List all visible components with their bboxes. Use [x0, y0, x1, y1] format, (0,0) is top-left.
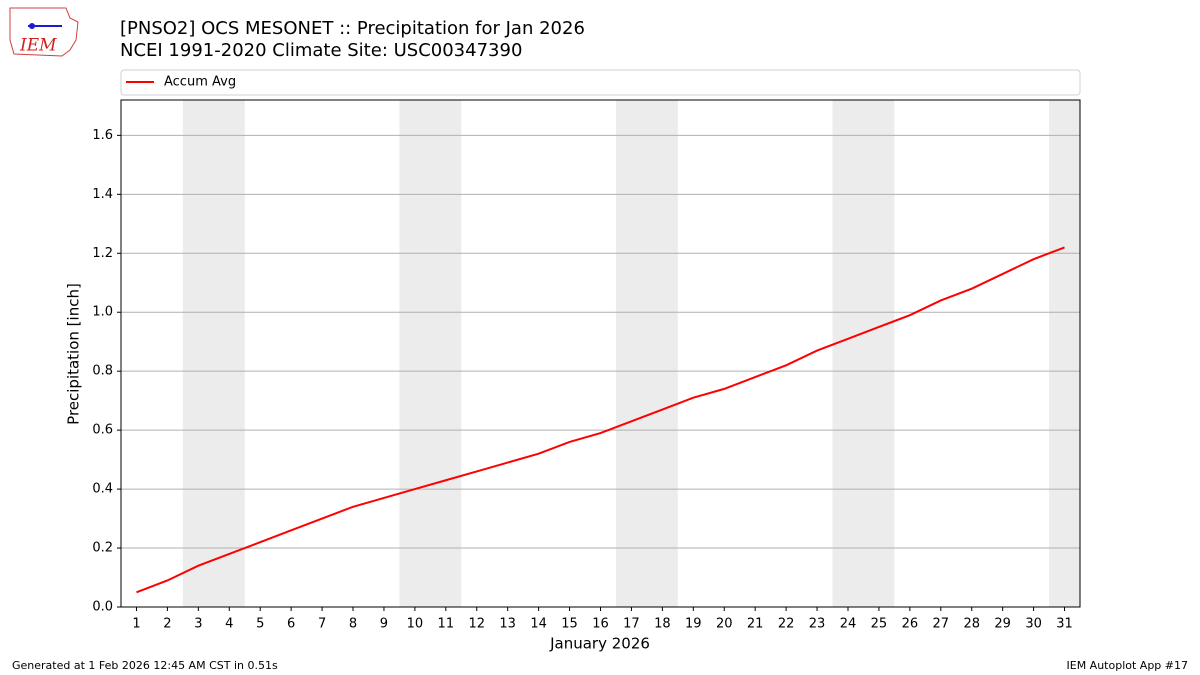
- x-tick-label: 4: [225, 617, 233, 632]
- y-tick-label: 1.6: [92, 128, 113, 143]
- weekend-shade: [832, 100, 895, 607]
- y-tick-label: 0.8: [92, 364, 113, 379]
- x-tick-label: 29: [994, 617, 1011, 632]
- x-tick-label: 1: [132, 617, 140, 632]
- x-tick-label: 23: [809, 617, 826, 632]
- x-tick-label: 27: [933, 617, 950, 632]
- x-tick-label: 18: [654, 617, 671, 632]
- x-tick-label: 17: [623, 617, 640, 632]
- x-tick-label: 11: [438, 617, 455, 632]
- weekend-shade: [615, 100, 678, 607]
- x-tick-label: 12: [468, 617, 485, 632]
- y-tick-label: 0.4: [92, 482, 113, 497]
- x-tick-label: 24: [840, 617, 857, 632]
- x-tick-label: 21: [747, 617, 764, 632]
- x-tick-label: 20: [716, 617, 733, 632]
- x-tick-label: 7: [318, 617, 326, 632]
- footer-right: IEM Autoplot App #17: [1067, 659, 1189, 672]
- weekend-shade: [1049, 100, 1080, 607]
- x-tick-label: 8: [349, 617, 357, 632]
- x-tick-label: 26: [902, 617, 919, 632]
- x-tick-label: 2: [163, 617, 171, 632]
- x-tick-label: 25: [871, 617, 888, 632]
- chart-subtitle: NCEI 1991-2020 Climate Site: USC00347390: [120, 40, 522, 61]
- y-axis-label: Precipitation [inch]: [65, 283, 83, 425]
- weekend-shade: [399, 100, 462, 607]
- x-tick-label: 6: [287, 617, 295, 632]
- weekend-shade: [182, 100, 245, 607]
- x-axis-label: January 2026: [549, 635, 650, 653]
- x-tick-label: 22: [778, 617, 795, 632]
- x-tick-label: 9: [380, 617, 388, 632]
- footer-left: Generated at 1 Feb 2026 12:45 AM CST in …: [12, 659, 278, 672]
- y-tick-label: 0.0: [92, 600, 113, 615]
- x-tick-label: 16: [592, 617, 609, 632]
- y-tick-label: 1.0: [92, 305, 113, 320]
- y-tick-label: 1.2: [92, 246, 113, 261]
- x-tick-label: 19: [685, 617, 702, 632]
- x-tick-label: 3: [194, 617, 202, 632]
- chart-title: [PNSO2] OCS MESONET :: Precipitation for…: [120, 18, 585, 39]
- series-line: [136, 246, 1065, 594]
- y-tick-label: 0.2: [92, 541, 113, 556]
- x-tick-label: 28: [963, 617, 980, 632]
- x-tick-label: 13: [499, 617, 516, 632]
- x-tick-label: 14: [530, 617, 547, 632]
- plot-frame: [120, 99, 1081, 608]
- legend-label: Accum Avg: [164, 75, 236, 90]
- x-tick-label: 5: [256, 617, 264, 632]
- y-tick-label: 1.4: [92, 187, 113, 202]
- x-tick-label: 10: [407, 617, 424, 632]
- x-tick-label: 30: [1025, 617, 1042, 632]
- y-tick-label: 0.6: [92, 423, 113, 438]
- x-tick-label: 31: [1056, 617, 1073, 632]
- legend-box: [120, 69, 1081, 96]
- x-tick-label: 15: [561, 617, 578, 632]
- logo-text: IEM: [19, 36, 57, 56]
- logo: IEM: [9, 7, 79, 57]
